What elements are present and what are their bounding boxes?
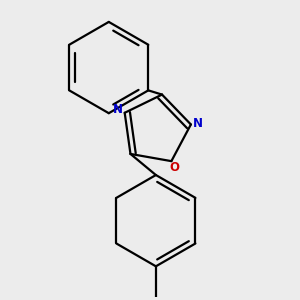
Text: O: O: [169, 161, 180, 174]
Text: N: N: [113, 103, 123, 116]
Text: N: N: [193, 117, 203, 130]
